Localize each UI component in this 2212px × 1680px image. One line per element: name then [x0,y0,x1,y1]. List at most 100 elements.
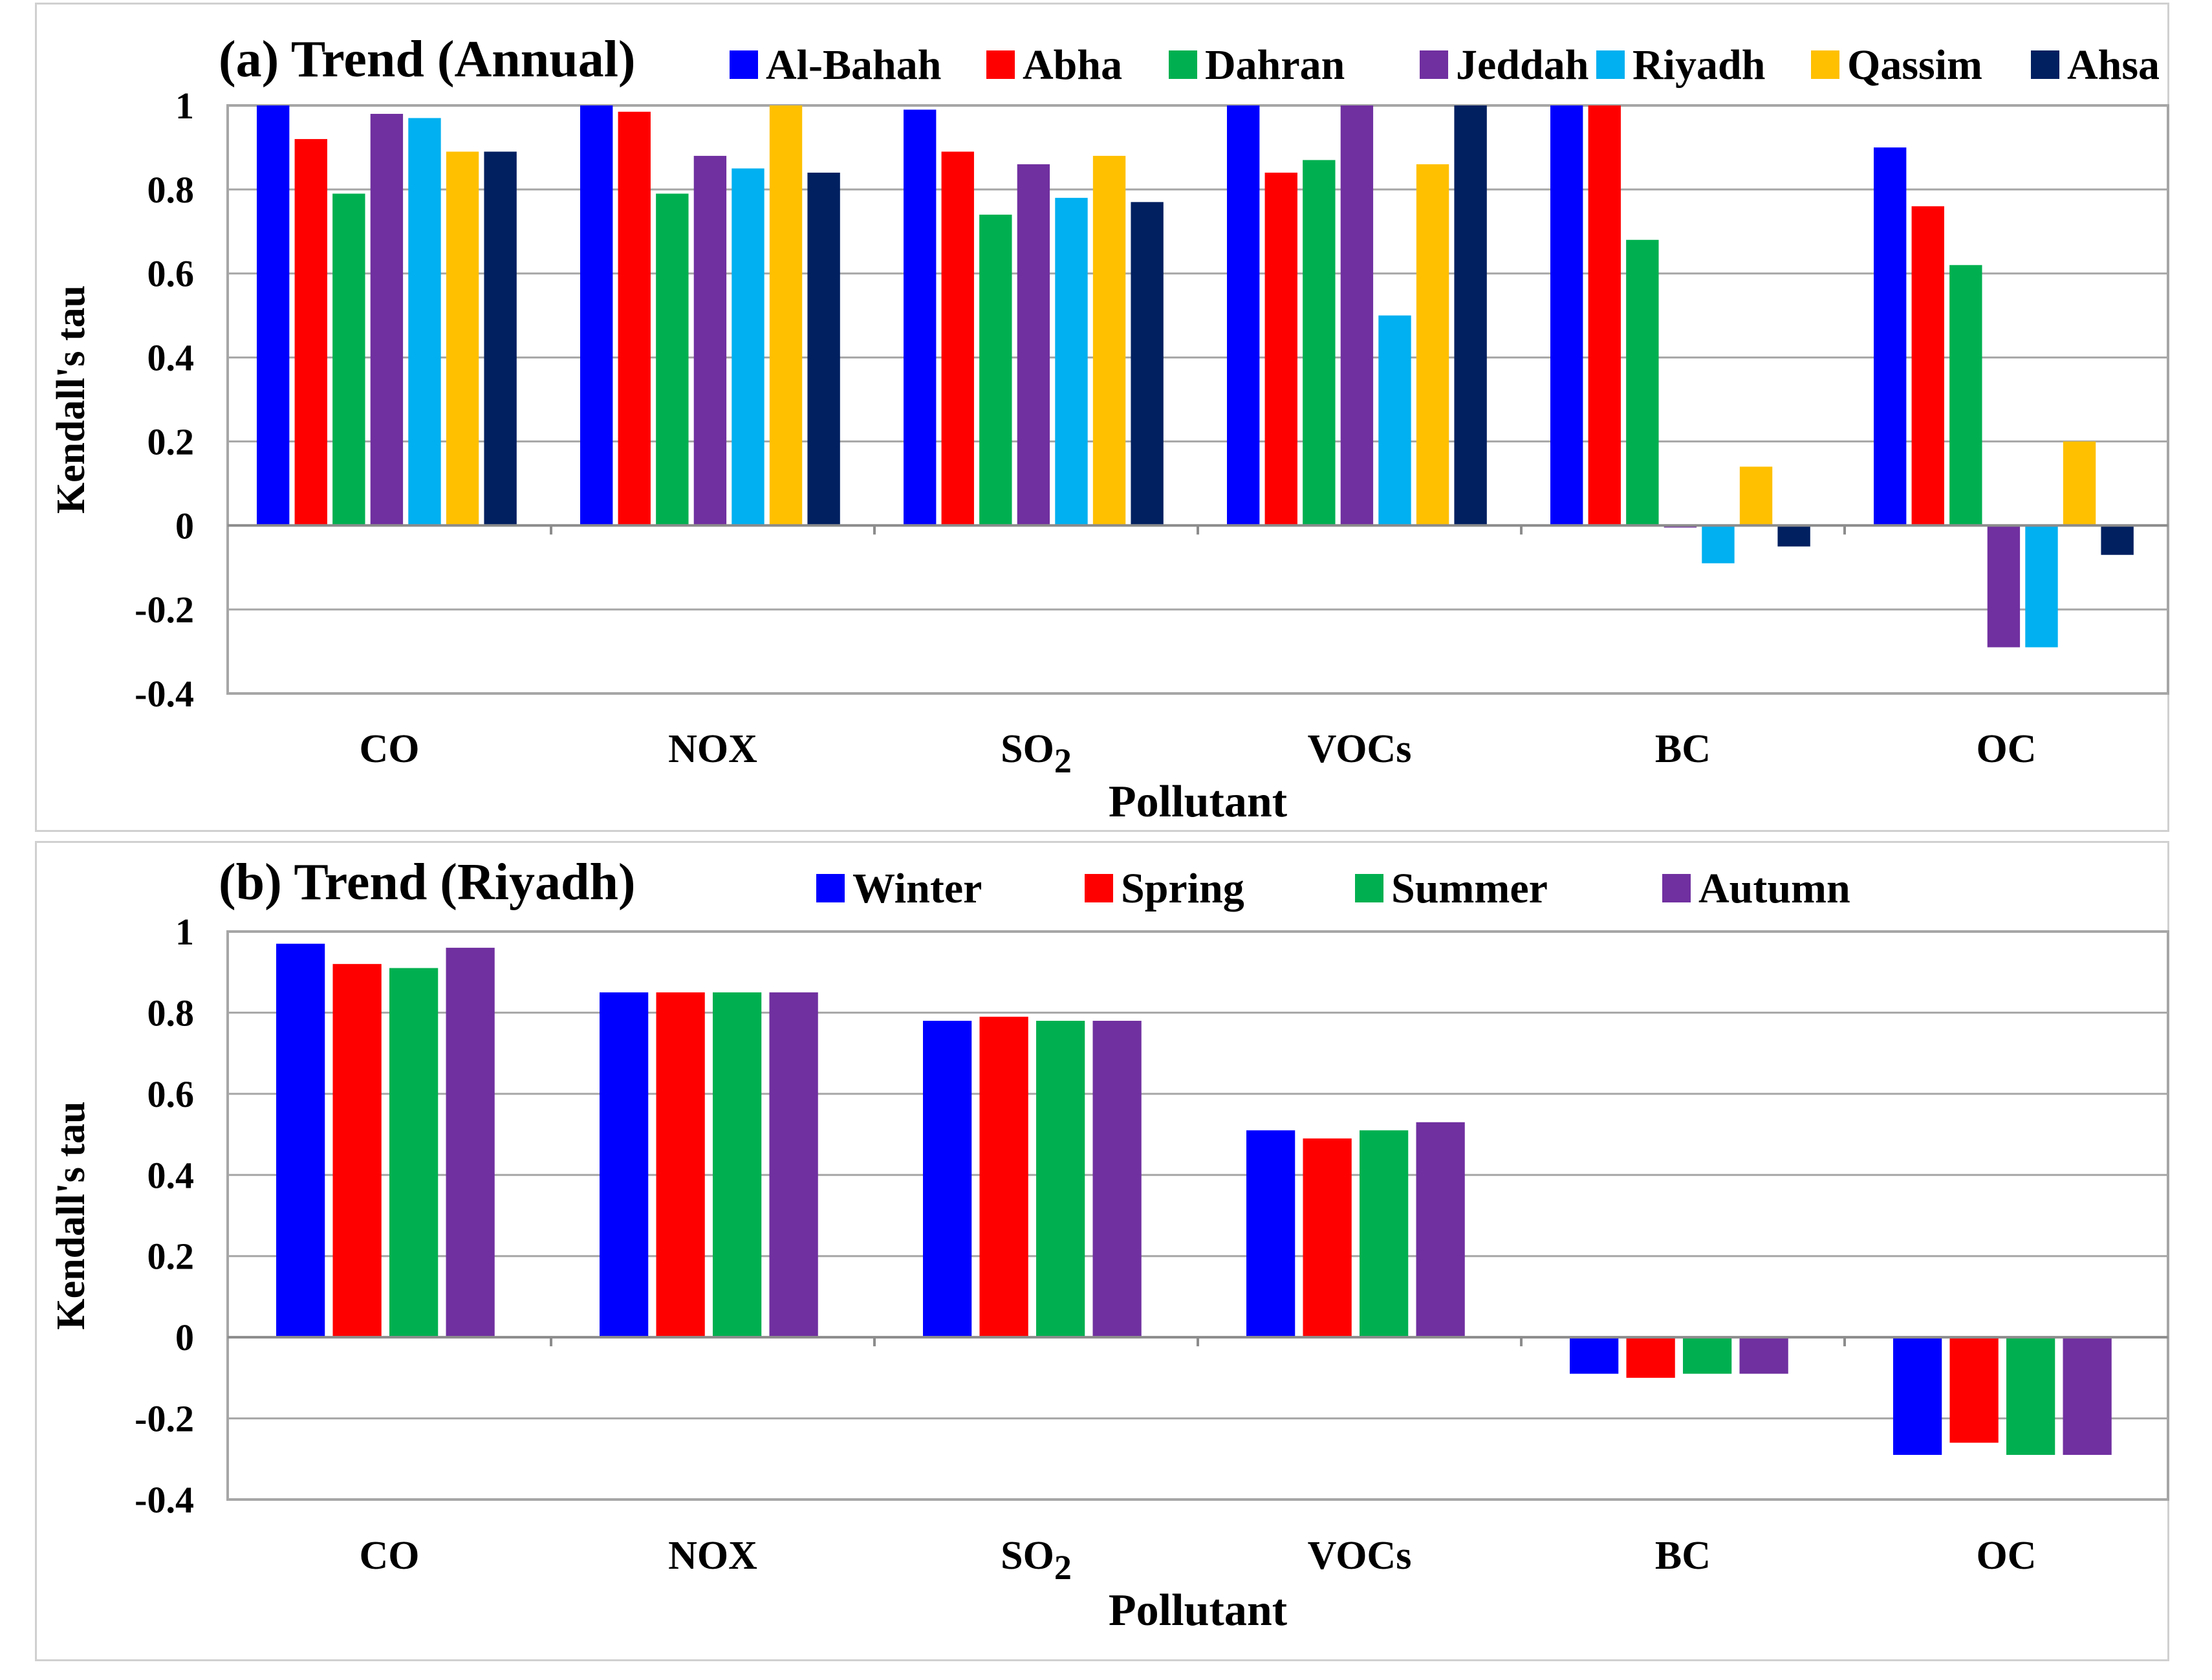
chart-a-bar-ahsa-co [484,151,517,526]
chart-a-y-tick-label: 0.4 [147,337,195,379]
chart-a-bar-jeddah-so2 [1017,164,1050,526]
chart-a-bar-qassim-oc [2063,441,2096,526]
chart-a-legend-swatch-jeddah [1420,50,1448,79]
chart-a-bar-qassim-vocs [1416,164,1449,526]
chart-a-bar-al-bahah-oc [1874,147,1907,526]
chart-a-bar-qassim-bc [1739,466,1773,526]
chart-b-y-tick-label: 0.4 [147,1154,195,1196]
chart-b-y-tick-label: 0.2 [147,1236,195,1278]
chart-a-bar-al-bahah-bc [1550,105,1583,526]
chart-a-bar-riyadh-so2 [1055,197,1088,526]
chart-b-bar-summer-vocs [1360,1130,1409,1338]
chart-a-bar-riyadh-nox [732,168,764,526]
chart-a-legend-label-jeddah: Jeddah [1456,41,1589,89]
chart-a-bar-qassim-nox [769,105,803,526]
chart-a-bar-al-bahah-nox [580,105,613,526]
chart-a-y-tick-label: -0.2 [135,589,194,631]
chart-b-bar-autumn-oc [2063,1337,2112,1456]
chart-b-x-tick-label-nox: NOX [668,1534,757,1578]
chart-b-bar-winter-oc [1893,1337,1942,1456]
chart-b-bar-summer-bc [1683,1337,1732,1374]
chart-a-bar-ahsa-vocs [1454,105,1487,526]
chart-a-bar-abha-vocs [1264,172,1297,526]
chart-a-x-tick-label-so2: SO2 [1001,727,1072,780]
chart-b-bar-autumn-co [446,948,495,1338]
chart-b-bar-spring-oc [1949,1337,1999,1443]
chart-b-y-tick-label: 0 [175,1316,194,1358]
chart-a-y-tick-label: 1 [175,85,194,127]
chart-b-bar-winter-so2 [923,1020,972,1338]
chart-a-legend-label-riyadh: Riyadh [1632,41,1765,89]
chart-a-bar-dahran-vocs [1303,160,1336,526]
chart-b-bar-spring-bc [1626,1337,1675,1378]
chart-a-legend-swatch-riyadh [1596,50,1625,79]
chart-a-bar-abha-nox [618,111,651,526]
chart-a-bar-dahran-bc [1626,239,1659,526]
chart-a-bar-jeddah-vocs [1340,105,1374,526]
chart-b-x-tick-label-oc: OC [1977,1534,2037,1578]
chart-a-y-tick-label: -0.4 [135,673,194,715]
chart-b-legend-swatch-winter [816,874,845,902]
chart-a-bar-abha-bc [1588,105,1621,526]
chart-a-bar-jeddah-oc [1987,525,2021,648]
chart-a-legend-swatch-qassim [1811,50,1839,79]
chart-b-bar-summer-nox [713,992,762,1338]
chart-a-bar-jeddah-co [370,113,404,526]
chart-a-x-tick-label-oc: OC [1977,727,2037,771]
chart-b-plot-area [228,932,2168,1500]
chart-b-legend-swatch-spring [1085,874,1113,902]
chart-a-legend-swatch-al-bahah [730,50,758,79]
chart-b-bar-summer-co [389,968,439,1338]
chart-a-y-tick-label: 0.2 [147,420,195,463]
chart-a-legend-swatch-abha [986,50,1015,79]
chart-b-title: (b) Trend (Riyadh) [219,854,636,911]
chart-b-x-tick-label-so2: SO2 [1001,1534,1072,1587]
chart-a-plot-area [228,105,2168,693]
chart-a-x-tick-label-nox: NOX [668,727,757,771]
chart-b-x-axis-label: Pollutant [1109,1586,1287,1635]
chart-a-legend-label-al-bahah: Al-Bahah [766,41,941,89]
chart-a-legend-label-abha: Abha [1023,41,1122,89]
chart-a-legend-swatch-ahsa [2031,50,2059,79]
chart-a-y-axis-label: Kendall's tau [49,285,93,514]
chart-b-bar-summer-so2 [1036,1020,1085,1338]
chart-a-bar-abha-oc [1911,206,1944,526]
chart-a-x-tick-label-vocs: VOCs [1308,727,1412,771]
chart-b-y-axis-label: Kendall's tau [49,1101,93,1329]
chart-a-legend-label-qassim: Qassim [1847,41,1982,89]
chart-b-legend-label-winter: Winter [852,865,982,912]
chart-a-bar-dahran-co [332,193,365,526]
chart-b-bar-winter-vocs [1246,1130,1296,1338]
chart-a-x-tick-label-bc: BC [1655,727,1711,771]
chart-b-bar-autumn-vocs [1416,1122,1465,1338]
chart-a-y-tick-label: 0.6 [147,253,195,295]
chart-a-title: (a) Trend (Annual) [219,31,636,88]
chart-b-y-tick-label: -0.4 [135,1479,194,1521]
chart-b-legend-label-summer: Summer [1391,865,1548,912]
chart-a-bar-abha-so2 [941,151,974,526]
chart-a-x-axis-label: Pollutant [1109,777,1287,827]
chart-a-bar-riyadh-bc [1702,525,1735,563]
chart-b-y-tick-label: 0.8 [147,992,195,1034]
chart-a-bar-qassim-so2 [1092,155,1126,526]
chart-b-bar-summer-oc [2006,1337,2055,1456]
chart-a-y-tick-label: 0 [175,505,194,547]
chart-b-legend-label-spring: Spring [1121,865,1244,912]
chart-a-bar-dahran-oc [1949,265,1982,526]
chart-b-y-tick-label: 1 [175,911,194,953]
chart-b-bar-winter-bc [1570,1337,1619,1374]
chart-a-bar-qassim-co [446,151,479,526]
chart-a-y-tick-label: 0.8 [147,169,195,211]
chart-a-legend-label-ahsa: Ahsa [2067,41,2160,89]
chart-b-x-tick-label-vocs: VOCs [1308,1534,1412,1578]
chart-annual-trend: 1 0.8 0.6 0.4 0.2 0 -0.2 -0.4 CO NOX SO2 VOCs BC OC Po… [49,31,2169,827]
chart-a-bar-al-bahah-co [257,105,290,526]
chart-b-x-tick-label-co: CO [360,1534,420,1578]
chart-a-bar-dahran-so2 [979,214,1012,526]
chart-b-bar-winter-nox [600,992,649,1338]
chart-a-bar-riyadh-co [408,118,441,526]
chart-a-bar-al-bahah-vocs [1227,105,1260,526]
chart-a-bar-ahsa-nox [807,172,840,526]
chart-b-bar-autumn-bc [1739,1337,1788,1374]
chart-b-x-tick-label-bc: BC [1655,1534,1711,1578]
